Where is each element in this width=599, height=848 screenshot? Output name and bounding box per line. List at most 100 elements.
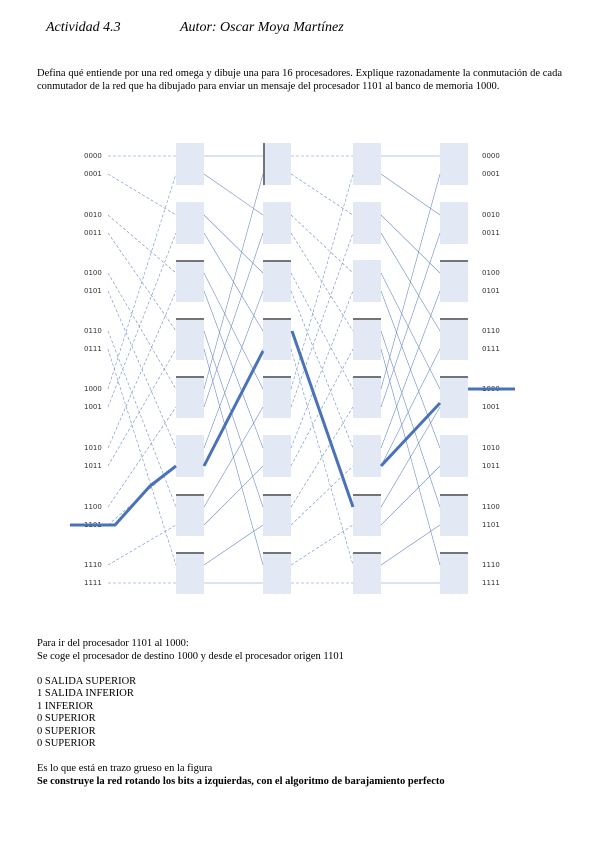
author: Autor: Oscar Moya Martínez <box>180 20 344 35</box>
wire <box>203 290 264 449</box>
left-label: 0001 <box>84 170 102 178</box>
left-label: 0011 <box>84 229 102 237</box>
spacer <box>37 751 445 764</box>
right-label: 1100 <box>482 503 500 511</box>
switch-box <box>353 260 381 302</box>
wire <box>380 465 441 526</box>
wire <box>107 348 177 467</box>
left-label: 1010 <box>84 444 102 452</box>
left-label: 0101 <box>84 287 102 295</box>
wire <box>290 290 354 449</box>
switch-box <box>353 435 381 477</box>
left-label: 1111 <box>84 579 102 587</box>
wire <box>290 173 354 390</box>
left-label: 0100 <box>84 269 102 277</box>
wire <box>203 173 264 216</box>
wire <box>107 524 177 566</box>
right-label: 0110 <box>482 327 500 335</box>
switch-box <box>176 318 204 360</box>
wire <box>380 348 441 467</box>
switch-box <box>263 552 291 594</box>
question: Defina qué entiende por una red omega y … <box>37 68 562 92</box>
step: 1 INFERIOR <box>37 700 94 712</box>
left-label: 0111 <box>84 345 102 353</box>
switch-box <box>263 202 291 244</box>
right-label: 0100 <box>482 269 500 277</box>
wire <box>203 330 264 508</box>
left-label: 0010 <box>84 211 102 219</box>
route <box>290 330 355 508</box>
step: 0 SUPERIOR <box>37 713 96 724</box>
wire <box>290 524 354 566</box>
wire <box>290 214 354 274</box>
wire <box>203 173 264 390</box>
switch-box <box>440 318 468 360</box>
route <box>202 350 265 467</box>
wire <box>290 290 354 449</box>
wire <box>380 173 441 390</box>
wire <box>290 465 354 526</box>
step: 0 SUPERIOR <box>37 725 96 737</box>
switch-box <box>263 260 291 302</box>
switch-box <box>440 143 468 185</box>
wire <box>107 290 177 449</box>
switch-box <box>263 318 291 360</box>
switch-box <box>176 143 204 185</box>
switch-box <box>353 552 381 594</box>
wire <box>107 330 177 508</box>
note: Es lo que está en trazo grueso en la fig… <box>37 763 213 774</box>
switch-box <box>263 376 291 418</box>
switch-box <box>440 202 468 244</box>
wire <box>290 232 354 408</box>
wire <box>203 272 264 390</box>
right-label: 1101 <box>482 521 500 529</box>
left-label: 0110 <box>84 327 102 335</box>
left-label: 0000 <box>84 152 102 160</box>
intro: Para ir del procesador 1101 al 1000: <box>37 638 189 649</box>
switch-box <box>353 376 381 418</box>
wire <box>380 232 441 408</box>
switch-box <box>176 376 204 418</box>
switch-box <box>353 143 381 185</box>
wire <box>203 214 264 274</box>
wire <box>107 272 177 390</box>
right-label: 1010 <box>482 444 500 452</box>
route <box>70 464 177 527</box>
right-label: 0101 <box>482 287 500 295</box>
wire <box>107 173 177 216</box>
right-label: 0010 <box>482 211 500 219</box>
wire <box>203 524 264 566</box>
left-label: 1110 <box>84 561 102 569</box>
switch-box <box>176 494 204 536</box>
wire <box>107 348 177 566</box>
wire <box>107 214 177 274</box>
wire <box>203 232 264 408</box>
left-label: 1011 <box>84 462 102 470</box>
switch-box <box>176 435 204 477</box>
step: 0 SALIDA SUPERIOR <box>37 675 137 687</box>
wire <box>380 330 441 508</box>
wire <box>380 272 441 390</box>
right-label: 1110 <box>482 561 500 569</box>
switch-box <box>440 376 468 418</box>
intro: Se coge el procesador de destino 1000 y … <box>37 650 344 662</box>
wire <box>380 290 441 449</box>
wire <box>107 406 177 508</box>
answer: Para ir del procesador 1101 al 1000: Se … <box>37 638 445 788</box>
right-label: 1001 <box>482 403 500 411</box>
wire <box>380 214 441 274</box>
switch-box <box>176 202 204 244</box>
spacer <box>37 663 445 676</box>
wire <box>290 272 354 390</box>
wire <box>203 465 264 526</box>
conclusion: Se construye la red rotando los bits a i… <box>37 775 445 787</box>
route <box>379 401 442 468</box>
switch-box <box>263 435 291 477</box>
switch-box <box>353 202 381 244</box>
wire <box>380 406 441 508</box>
step: 0 SUPERIOR <box>37 738 96 749</box>
switch-box <box>353 494 381 536</box>
switch-box <box>176 552 204 594</box>
switch-box <box>440 552 468 594</box>
